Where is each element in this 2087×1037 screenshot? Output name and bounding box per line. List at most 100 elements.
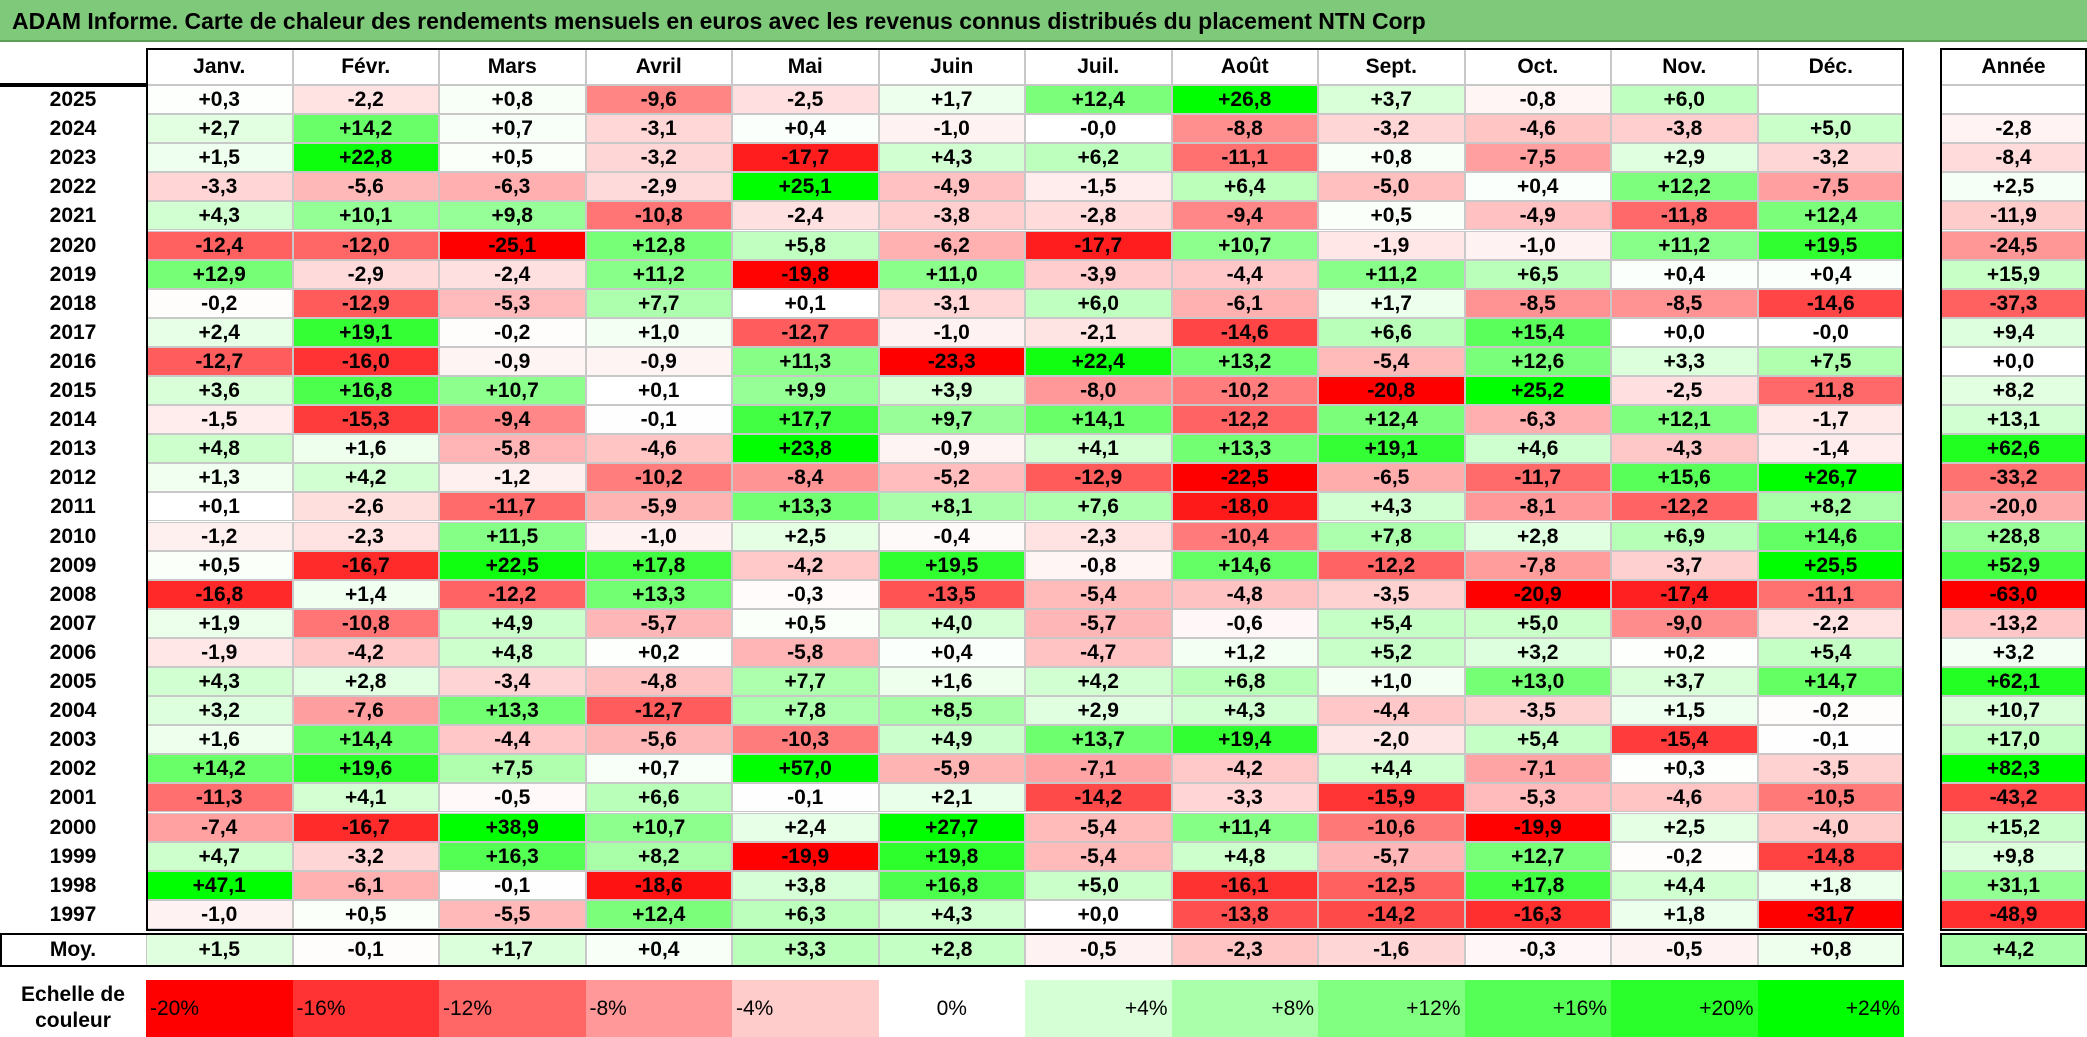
heatmap-cell: +0,0 bbox=[1025, 899, 1172, 929]
heatmap-cell: -4,0 bbox=[1757, 812, 1904, 842]
heatmap-cell: +3,6 bbox=[146, 376, 293, 406]
heatmap-cell: -5,8 bbox=[439, 434, 586, 464]
heatmap-cell: -8,0 bbox=[1025, 376, 1172, 406]
heatmap-cell: -14,2 bbox=[1318, 899, 1465, 929]
heatmap-cell: +2,5 bbox=[1611, 812, 1758, 842]
heatmap-cell: +1,8 bbox=[1611, 899, 1758, 929]
heatmap-cell: -1,2 bbox=[439, 463, 586, 493]
heatmap-cell: -3,9 bbox=[1025, 259, 1172, 289]
heatmap-cell: -6,3 bbox=[439, 172, 586, 202]
heatmap-cell: -23,3 bbox=[878, 346, 1025, 376]
annual-cell: +52,9 bbox=[1940, 550, 2087, 580]
column-header: Oct. bbox=[1464, 48, 1611, 85]
heatmap-cell: +12,4 bbox=[1318, 405, 1465, 435]
annual-cell: +15,2 bbox=[1940, 812, 2087, 842]
annual-cell: -43,2 bbox=[1940, 783, 2087, 813]
heatmap-cell: +0,8 bbox=[439, 85, 586, 115]
heatmap-cell: +23,8 bbox=[732, 434, 879, 464]
heatmap-cell: -3,8 bbox=[1611, 114, 1758, 144]
row-year-label: 2020 bbox=[0, 230, 146, 260]
color-scale-stop: +20% bbox=[1611, 980, 1758, 1037]
heatmap-cell: -6,2 bbox=[878, 230, 1025, 260]
heatmap-cell: -5,5 bbox=[439, 899, 586, 929]
heatmap-cell: -11,8 bbox=[1757, 376, 1904, 406]
heatmap-cell: +1,2 bbox=[1171, 637, 1318, 667]
heatmap-cell: -9,4 bbox=[1171, 201, 1318, 231]
heatmap-cell: -10,6 bbox=[1318, 812, 1465, 842]
heatmap-cell: +1,4 bbox=[292, 579, 439, 609]
heatmap-cell: +1,0 bbox=[585, 317, 732, 347]
heatmap-cell: +0,4 bbox=[1757, 259, 1904, 289]
heatmap-cell: +6,8 bbox=[1171, 667, 1318, 697]
column-header: Juin bbox=[878, 48, 1025, 85]
heatmap-cell: -7,4 bbox=[146, 812, 293, 842]
heatmap-cell: +19,1 bbox=[292, 317, 439, 347]
heatmap-cell: +4,9 bbox=[439, 608, 586, 638]
heatmap-cell: +4,4 bbox=[1611, 870, 1758, 900]
heatmap-cell: +6,3 bbox=[732, 899, 879, 929]
average-cell: -2,3 bbox=[1171, 932, 1318, 967]
heatmap-cell: -2,4 bbox=[732, 201, 879, 231]
heatmap-cell: +0,4 bbox=[1464, 172, 1611, 202]
chart-title: ADAM Informe. Carte de chaleur des rende… bbox=[12, 8, 1426, 34]
heatmap-cell: -22,5 bbox=[1171, 463, 1318, 493]
heatmap-cell: -19,9 bbox=[732, 841, 879, 871]
heatmap-cell: -0,2 bbox=[146, 288, 293, 318]
heatmap-cell: +17,8 bbox=[585, 550, 732, 580]
row-year-label: 2005 bbox=[0, 667, 146, 697]
heatmap-cell: +0,4 bbox=[878, 637, 1025, 667]
heatmap-cell: -12,9 bbox=[292, 288, 439, 318]
heatmap-cell: -15,3 bbox=[292, 405, 439, 435]
heatmap-cell: -8,5 bbox=[1464, 288, 1611, 318]
heatmap-cell: +16,3 bbox=[439, 841, 586, 871]
heatmap-cell: -0,1 bbox=[1757, 725, 1904, 755]
heatmap-cell: -0,2 bbox=[1757, 696, 1904, 726]
heatmap-cell: +0,5 bbox=[146, 550, 293, 580]
heatmap-cell: -13,5 bbox=[878, 579, 1025, 609]
heatmap-cell: +2,8 bbox=[292, 667, 439, 697]
heatmap-cell: -0,6 bbox=[1171, 608, 1318, 638]
heatmap-cell: -8,1 bbox=[1464, 492, 1611, 522]
heatmap-cell: -3,2 bbox=[292, 841, 439, 871]
heatmap-cell: -5,8 bbox=[732, 637, 879, 667]
heatmap-cell: -3,4 bbox=[439, 667, 586, 697]
heatmap-cell: -12,7 bbox=[585, 696, 732, 726]
heatmap-cell: +4,3 bbox=[878, 143, 1025, 173]
heatmap-cell: -5,6 bbox=[585, 725, 732, 755]
average-cell: +1,5 bbox=[146, 932, 293, 967]
annual-cell: +8,2 bbox=[1940, 376, 2087, 406]
annual-cell: +10,7 bbox=[1940, 696, 2087, 726]
heatmap-cell: +1,5 bbox=[146, 143, 293, 173]
color-scale-stop: 0% bbox=[878, 980, 1025, 1037]
annual-cell: -11,9 bbox=[1940, 201, 2087, 231]
heatmap-cell: -10,8 bbox=[292, 608, 439, 638]
heatmap-cell: +6,9 bbox=[1611, 521, 1758, 551]
heatmap-cell: -4,2 bbox=[292, 637, 439, 667]
color-scale-stop: -4% bbox=[732, 980, 879, 1037]
heatmap-cell: -14,8 bbox=[1757, 841, 1904, 871]
heatmap-cell: -3,2 bbox=[1318, 114, 1465, 144]
heatmap-cell: -2,5 bbox=[1611, 376, 1758, 406]
annual-cell: +62,1 bbox=[1940, 667, 2087, 697]
heatmap-cell: +1,3 bbox=[146, 463, 293, 493]
heatmap-cell: -12,0 bbox=[292, 230, 439, 260]
color-scale-stop: -16% bbox=[292, 980, 439, 1037]
heatmap-cell: -12,5 bbox=[1318, 870, 1465, 900]
heatmap-cell: -6,5 bbox=[1318, 463, 1465, 493]
column-header: Nov. bbox=[1611, 48, 1758, 85]
heatmap-cell: +12,4 bbox=[1025, 85, 1172, 115]
heatmap-cell: -12,7 bbox=[732, 317, 879, 347]
heatmap-cell: -17,7 bbox=[1025, 230, 1172, 260]
heatmap-cell: -0,9 bbox=[439, 346, 586, 376]
heatmap-cell: +1,6 bbox=[878, 667, 1025, 697]
row-year-label: 2021 bbox=[0, 201, 146, 231]
heatmap-cell: +19,6 bbox=[292, 754, 439, 784]
heatmap-cell: +2,1 bbox=[878, 783, 1025, 813]
heatmap-cell: +11,2 bbox=[585, 259, 732, 289]
heatmap-cell: -0,1 bbox=[732, 783, 879, 813]
heatmap-cell: -17,4 bbox=[1611, 579, 1758, 609]
heatmap-cell: +4,3 bbox=[878, 899, 1025, 929]
heatmap-cell: -2,9 bbox=[585, 172, 732, 202]
row-year-label: 2010 bbox=[0, 521, 146, 551]
heatmap-cell: +15,6 bbox=[1611, 463, 1758, 493]
